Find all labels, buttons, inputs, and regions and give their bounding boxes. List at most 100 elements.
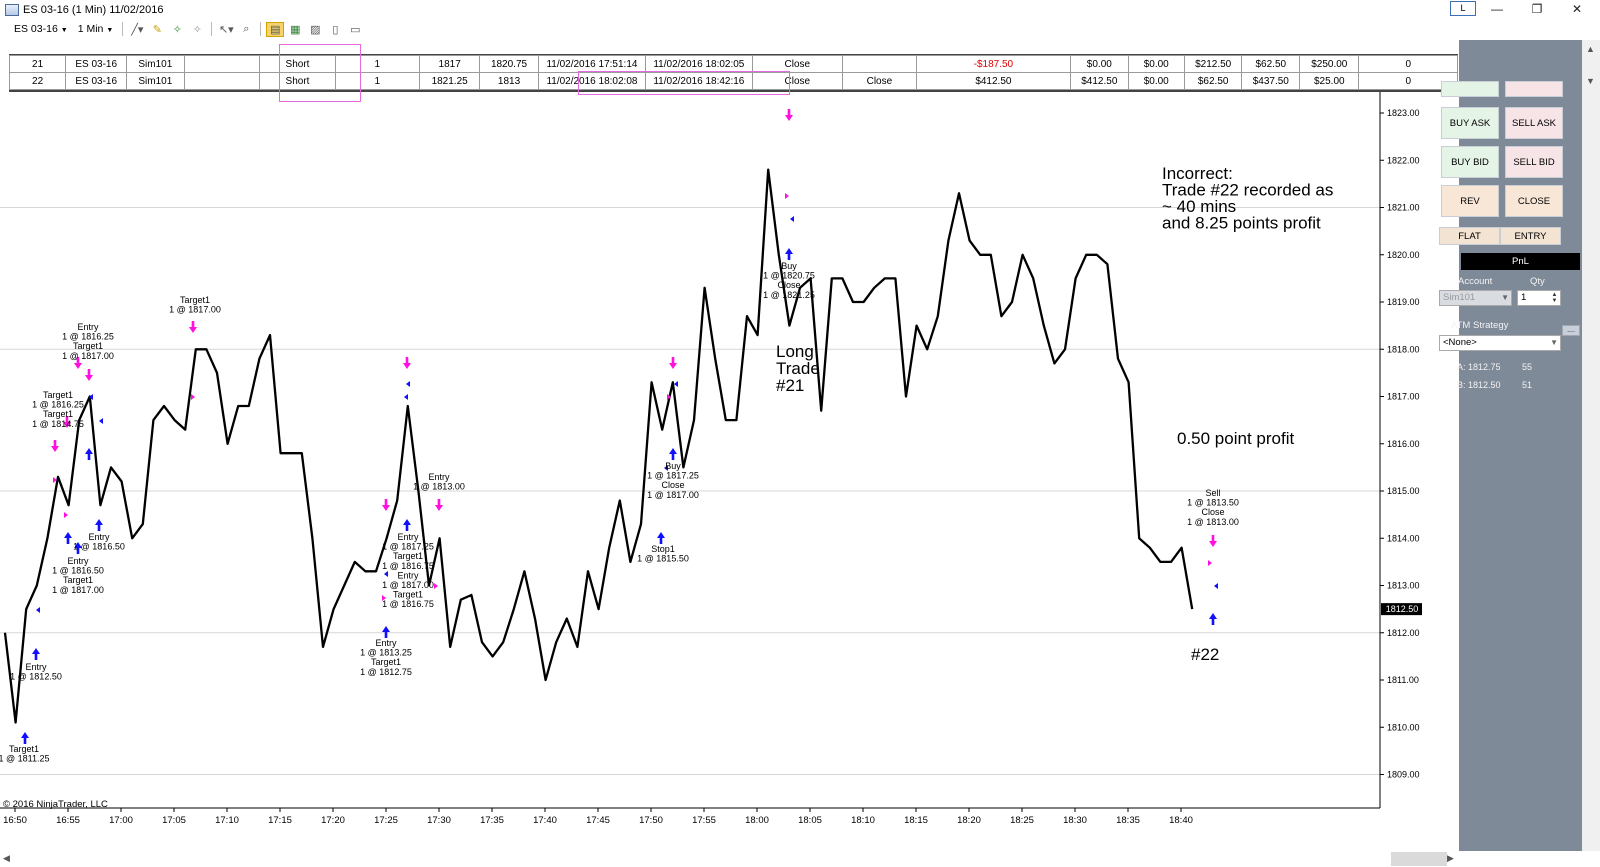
table-cell: Short	[259, 55, 336, 73]
flat-tab[interactable]: FLAT	[1439, 227, 1500, 245]
table-cell: $62.50	[1183, 72, 1243, 90]
execution-label: 1 @ 1816.75	[382, 561, 434, 571]
close-position-button[interactable]: CLOSE	[1505, 185, 1563, 217]
price-tick-label: 1821.00	[1387, 203, 1420, 213]
image-icon[interactable]: ▨	[310, 23, 321, 36]
table-cell: 1817	[419, 55, 481, 73]
minimize-button[interactable]: —	[1491, 2, 1503, 16]
close-window-button[interactable]: ✕	[1571, 2, 1583, 16]
annotation-incorrect: ~ 40 mins	[1162, 197, 1236, 216]
buy-bid-button[interactable]: BUY BID	[1441, 146, 1499, 178]
execution-marker-icon	[191, 394, 195, 400]
table-row[interactable]: 21 ES 03-16 Sim101 Short 1 1817 1820.75 11/02/2…	[8, 55, 1458, 73]
qty-label: Qty	[1530, 276, 1545, 287]
price-tick-label: 1819.00	[1387, 297, 1420, 307]
annotation-long-trade: Trade	[776, 359, 820, 378]
table-row[interactable]: 22 ES 03-16 Sim101 Short 1 1821.25 1813 11/02/2…	[8, 72, 1458, 90]
properties-icon[interactable]: ▯	[332, 23, 339, 36]
table-cell: $437.50	[1241, 72, 1301, 90]
spin-arrows-icon[interactable]: ▲ ▼	[1551, 292, 1558, 304]
price-line	[3, 168, 1194, 724]
execution-label: 1 @ 1811.25	[0, 754, 50, 764]
cursor-icon[interactable]: ↖▾	[218, 23, 234, 36]
data-box-icon[interactable]: ▦	[290, 23, 301, 36]
quantity-stepper[interactable]: 1 ▲ ▼	[1517, 290, 1561, 306]
instrument-label: ES 03-16	[14, 23, 58, 35]
execution-marker-icon	[434, 583, 438, 589]
table-cell: 11/02/2016 18:42:16	[645, 72, 753, 90]
table-cell: Short	[259, 72, 336, 90]
vertical-scrollbar[interactable]	[1582, 40, 1600, 851]
horizontal-scroll-thumb[interactable]	[1391, 852, 1447, 866]
scroll-up-icon[interactable]: ▲	[1586, 44, 1595, 54]
sell-arrow-icon	[669, 357, 677, 369]
panel-button-top-left[interactable]	[1441, 81, 1499, 97]
buy-arrow-icon	[785, 248, 793, 260]
price-tick-label: 1818.00	[1387, 344, 1420, 354]
table-cell: $412.50	[915, 72, 1072, 90]
annotation-profit: 0.50 point profit	[1177, 429, 1294, 448]
execution-marker-icon	[1208, 560, 1212, 566]
time-tick-label: 17:10	[215, 815, 239, 826]
chart-trader-icon[interactable]: ▤	[266, 21, 285, 37]
sell-ask-button[interactable]: SELL ASK	[1505, 107, 1563, 139]
time-tick-label: 18:20	[957, 815, 981, 826]
execution-label: Target1	[63, 575, 93, 585]
layout-button[interactable]: L	[1450, 1, 1476, 16]
execution-label: Entry	[25, 662, 47, 672]
buy-arrow-icon	[669, 448, 677, 460]
window-icon[interactable]: ▭	[350, 23, 361, 36]
account-select[interactable]: Sim101 ▼	[1439, 290, 1512, 306]
strategy-icon[interactable]: ✧	[192, 23, 202, 36]
execution-label: 1 @ 1813.00	[1187, 517, 1239, 527]
chart-style-icon[interactable]: ╱▾	[131, 23, 144, 36]
time-tick-label: 17:25	[374, 815, 398, 826]
scroll-right-icon[interactable]: ▶	[1447, 853, 1454, 863]
indicator-icon[interactable]: ✧	[172, 23, 182, 36]
price-chart[interactable]: 1823.00 1822.00 1821.00 1820.00 1819.00 1818.…	[0, 92, 1458, 851]
sell-arrow-icon	[435, 499, 443, 511]
atm-settings-button[interactable]: ....	[1562, 325, 1580, 336]
execution-label: Target1	[9, 744, 39, 754]
reverse-button[interactable]: REV	[1441, 185, 1499, 217]
instrument-selector[interactable]: ES 03-16 ▼	[10, 23, 72, 35]
pencil-icon[interactable]: ✎	[152, 23, 162, 36]
execution-label: Entry	[397, 570, 419, 580]
execution-marker-icon	[406, 381, 410, 387]
maximize-button[interactable]: ❐	[1531, 2, 1543, 16]
table-cell: 1820.75	[479, 55, 539, 73]
execution-marker-icon	[99, 418, 103, 424]
execution-label: 1 @ 1817.00	[382, 580, 434, 590]
execution-marker-icon	[1214, 583, 1218, 589]
execution-label: Entry	[88, 532, 110, 542]
sell-bid-button[interactable]: SELL BID	[1505, 146, 1563, 178]
execution-label: 1 @ 1820.75	[763, 271, 815, 281]
time-tick-label: 17:15	[268, 815, 292, 826]
execution-label: 1 @ 1816.25	[62, 332, 114, 342]
horizontal-scrollbar[interactable]	[0, 851, 1458, 867]
execution-label: 1 @ 1817.25	[382, 542, 434, 552]
time-tick-label: 17:50	[639, 815, 663, 826]
zoom-icon[interactable]: ⌕	[243, 22, 250, 35]
atm-strategy-select[interactable]: <None> ▼	[1439, 335, 1561, 351]
chevron-down-icon: ▼	[60, 27, 68, 34]
chart-toolbar: ES 03-16 ▼ 1 Min ▼ ╱▾ ✎ ✧ ✧ ↖▾ ⌕ ▤ ▦ ▨ ▯ ▭	[0, 20, 1600, 39]
buy-ask-button[interactable]: BUY ASK	[1441, 107, 1499, 139]
scroll-down-icon[interactable]: ▼	[1586, 76, 1595, 86]
price-tick-label: 1815.00	[1387, 486, 1420, 496]
execution-label: Target1	[393, 551, 423, 561]
trades-table: 21 ES 03-16 Sim101 Short 1 1817 1820.75 11/02/2…	[8, 55, 1458, 90]
panel-button-top-right[interactable]	[1505, 81, 1563, 97]
last-price-marker	[1381, 603, 1422, 616]
table-cell: 1821.25	[419, 72, 481, 90]
buy-arrow-icon	[64, 532, 72, 544]
scroll-left-icon[interactable]: ◀	[3, 853, 10, 863]
toolbar-divider	[260, 22, 262, 36]
price-tick-label: 1810.00	[1387, 722, 1420, 732]
title-bar: ES 03-16 (1 Min) 11/02/2016 L — ❐ ✕	[0, 0, 1600, 20]
annotation-incorrect: Trade #22 recorded as	[1162, 181, 1333, 200]
table-cell: Sim101	[126, 72, 185, 90]
interval-selector[interactable]: 1 Min ▼	[74, 23, 118, 35]
table-cell: Close	[751, 55, 844, 73]
entry-tab[interactable]: ENTRY	[1500, 227, 1561, 245]
